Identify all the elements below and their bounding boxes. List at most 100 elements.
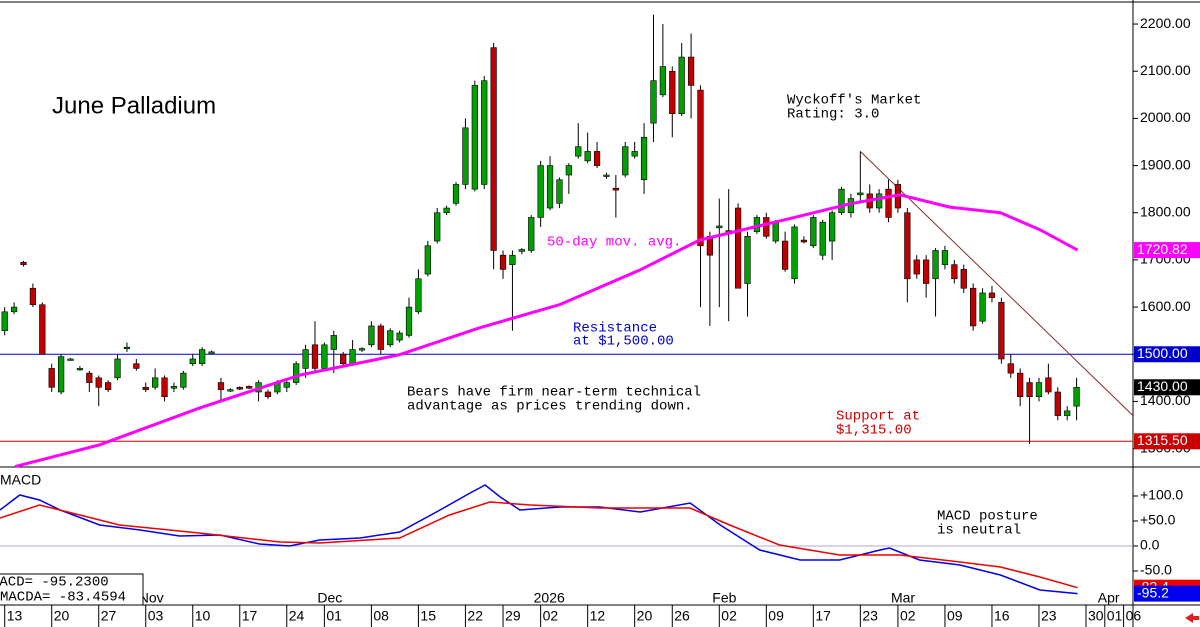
candle-body <box>838 188 845 214</box>
y-tick-label: -50.0 <box>1140 562 1172 578</box>
candle-body <box>1035 382 1043 398</box>
annotation: at $1,500.00 <box>573 334 674 350</box>
candle-body <box>810 217 817 247</box>
candle-body <box>744 236 751 284</box>
annotation: advantage as prices trending down. <box>407 399 693 415</box>
candle-body <box>415 278 422 313</box>
candle-body <box>396 332 403 341</box>
month-label: Dec <box>317 590 342 606</box>
annotation: $1,315.00 <box>836 423 912 439</box>
candle-body <box>612 187 619 191</box>
x-tick-label: 20 <box>54 608 70 624</box>
value-box-label: 1315.50 <box>1137 432 1188 448</box>
candle-body <box>603 174 610 177</box>
x-tick-label: 03 <box>148 608 164 624</box>
x-tick-label: 02 <box>900 608 916 624</box>
candle-body <box>951 264 958 280</box>
chart-title: June Palladium <box>52 92 216 119</box>
candle-body <box>405 306 413 336</box>
candle-body <box>1026 382 1033 398</box>
candle-body <box>1007 363 1014 374</box>
candle-body <box>471 85 478 190</box>
candle-body <box>998 302 1005 360</box>
candle-body <box>86 372 93 383</box>
candle-body <box>1 311 8 331</box>
candle-body <box>29 287 37 306</box>
x-tick-label: 27 <box>101 608 117 624</box>
candle-body <box>377 325 384 350</box>
x-tick-label: 01 <box>1107 608 1123 624</box>
candle-body <box>763 217 770 237</box>
candle-body <box>340 353 347 364</box>
annotation: Support at <box>836 409 920 425</box>
candle-body <box>67 358 74 361</box>
candle-body <box>311 344 319 369</box>
x-tick-label: 17 <box>242 608 258 624</box>
x-tick-label: 16 <box>994 608 1010 624</box>
x-tick-label: 08 <box>373 608 389 624</box>
candle-body <box>669 70 676 114</box>
candle-body <box>847 198 855 214</box>
candle-body <box>584 151 591 162</box>
candle-body <box>565 165 572 176</box>
y-tick-label: 1800.00 <box>1140 203 1191 219</box>
candle-body <box>293 363 300 383</box>
y-tick-label: 1600.00 <box>1140 298 1191 314</box>
value-box <box>1134 433 1200 450</box>
readout: MACDA= -83.4594 <box>0 590 126 606</box>
candle-body <box>904 212 911 280</box>
moving-average <box>14 193 1079 468</box>
x-tick-label: 02 <box>721 608 737 624</box>
y-tick-label: 2100.00 <box>1140 62 1191 78</box>
plot-layer <box>0 14 1133 595</box>
candle-body <box>509 254 516 265</box>
candle-body <box>687 56 695 86</box>
candle-body <box>133 363 140 369</box>
candle-body <box>546 165 554 209</box>
candle-body <box>772 221 779 242</box>
candle-body <box>481 80 488 185</box>
candle-body <box>885 188 892 218</box>
month-label: Apr <box>1098 590 1120 606</box>
macd-title: MACD <box>0 472 41 488</box>
candle-body <box>932 250 939 280</box>
candle-body <box>161 377 168 398</box>
candle-body <box>857 192 864 196</box>
scroll-arrow[interactable] <box>1185 613 1199 623</box>
x-tick-label: 09 <box>947 608 963 624</box>
candle-body <box>678 56 685 114</box>
value-box-label: -95.2 <box>1137 584 1169 600</box>
value-box <box>1134 585 1200 602</box>
candle-body <box>923 259 930 284</box>
y-tick-label: 2200.00 <box>1140 15 1191 31</box>
candle-body <box>819 221 826 256</box>
y-tick-label: 1900.00 <box>1140 156 1191 172</box>
candle-body <box>170 386 178 389</box>
candle-body <box>283 382 290 388</box>
macd-line <box>0 484 1078 595</box>
candle-body <box>189 358 196 364</box>
candle-body <box>716 225 723 229</box>
x-tick-label: 17 <box>815 608 831 624</box>
candle-body <box>828 212 836 242</box>
x-tick-label: 26 <box>674 608 690 624</box>
candle-body <box>979 292 986 322</box>
candle-body <box>988 292 996 298</box>
candle-body <box>434 212 441 242</box>
x-tick-label: 09 <box>768 608 784 624</box>
candle-body <box>236 386 243 390</box>
candle-body <box>622 146 629 176</box>
x-tick-label: 12 <box>590 608 606 624</box>
annotation: Wyckoff's Market <box>787 93 921 109</box>
annotation: Rating: 3.0 <box>787 107 879 123</box>
candle-body <box>734 207 742 289</box>
candle-body <box>39 304 46 355</box>
x-tick-label: 23 <box>862 608 878 624</box>
candle-body <box>1017 372 1024 398</box>
candle-body <box>1045 377 1052 393</box>
x-tick-label: 30 <box>1088 608 1104 624</box>
candle-body <box>349 349 356 364</box>
y-tick-label: +50.0 <box>1140 512 1176 528</box>
candle-body <box>330 335 337 350</box>
